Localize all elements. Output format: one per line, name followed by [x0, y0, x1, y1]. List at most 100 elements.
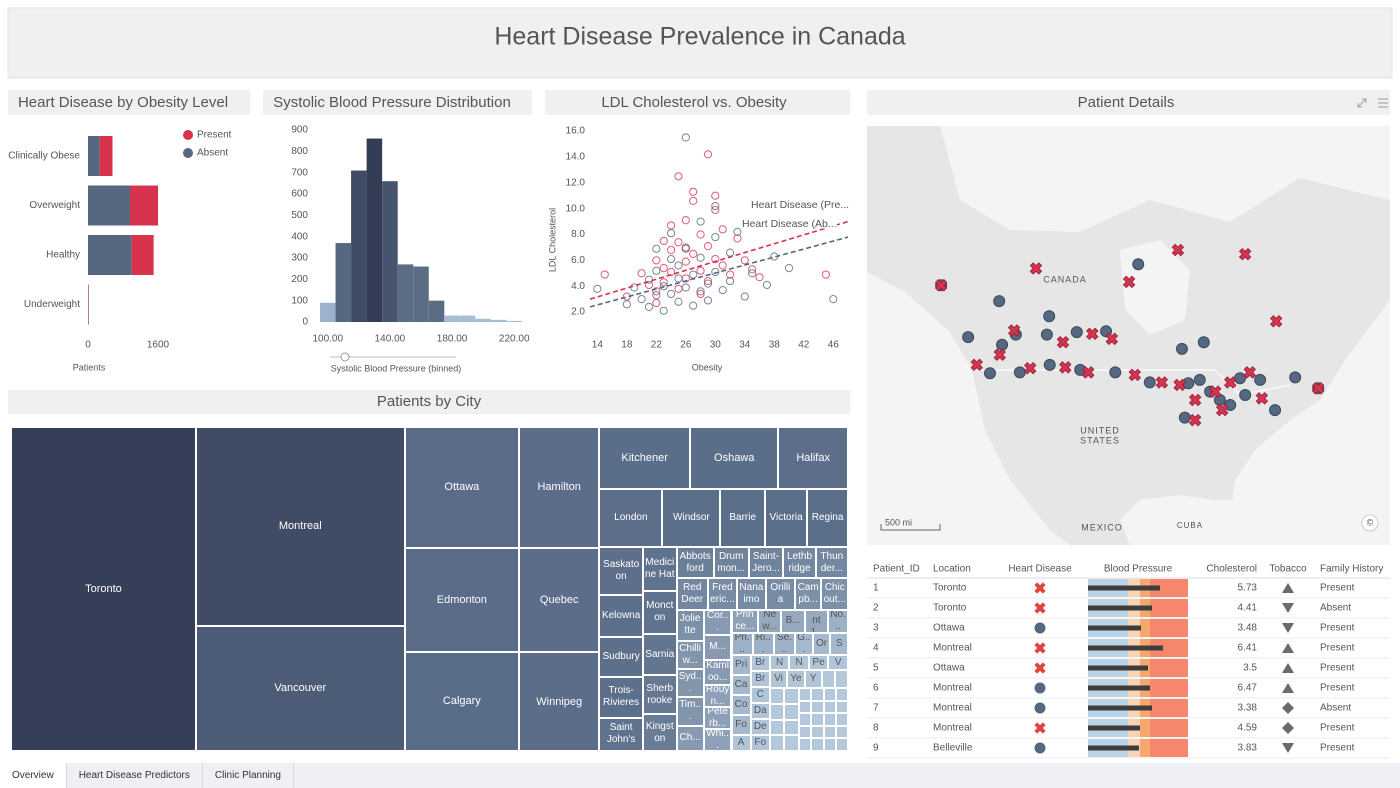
treemap-label: London — [614, 511, 648, 523]
treemap-label: Vi — [774, 673, 783, 685]
x-tick-label: 220.00 — [499, 334, 530, 345]
scatter-point — [696, 230, 705, 239]
bar-segment — [88, 136, 100, 176]
bp-band — [1150, 739, 1188, 757]
map-point — [1188, 413, 1202, 427]
y-tick-label: 900 — [291, 125, 308, 136]
scatter-point — [762, 280, 772, 290]
cell-cholesterol: 5.73 — [1238, 583, 1258, 594]
treemap-cell: Chicout... — [821, 578, 848, 610]
slider-handle[interactable] — [340, 352, 350, 362]
panel-icons[interactable] — [1357, 98, 1388, 108]
tab[interactable]: Overview — [0, 763, 67, 788]
cell-cholesterol: 6.41 — [1238, 643, 1258, 654]
scatter-point — [659, 306, 668, 315]
treemap-label: Saint J... — [809, 611, 824, 633]
map-point — [1105, 332, 1119, 346]
treemap-label: Da — [753, 704, 767, 716]
tab[interactable]: Clinic Planning — [203, 763, 294, 788]
treemap-label: Sarnia — [645, 648, 675, 660]
panel-header — [8, 90, 250, 115]
treemap-cell: Hamilton — [519, 427, 600, 548]
treemap-cell — [823, 725, 836, 739]
scatter-point — [711, 267, 720, 277]
map-label: CUBA — [1177, 521, 1203, 530]
treemap-label: M... — [709, 641, 726, 653]
map-point — [1239, 388, 1252, 401]
scatter-point — [652, 291, 661, 300]
scatter-point — [829, 295, 838, 304]
treemap-cell: Nanaimo — [736, 578, 766, 610]
scatter-point — [681, 283, 690, 292]
treemap-cell — [799, 725, 812, 739]
treemap-label: Montreal — [278, 520, 322, 533]
treemap-cell: Joliette — [676, 609, 704, 641]
treemap-label: Kingston — [645, 720, 674, 744]
bar-segment — [88, 235, 132, 275]
treemap-cell: Peterb... — [703, 706, 732, 729]
tobacco-icon — [1282, 683, 1294, 693]
scatter-point — [711, 254, 720, 264]
panel-title: Patients by City — [377, 393, 482, 410]
x-tick-label: 46 — [828, 340, 840, 351]
treemap-cell: Campb... — [794, 578, 822, 610]
histogram-bar — [428, 300, 445, 322]
treemap-cell — [834, 670, 848, 689]
treemap-cell: V — [828, 654, 848, 671]
scatter-point — [703, 150, 713, 159]
map-point — [993, 295, 1006, 308]
histogram-bar — [413, 266, 429, 322]
x-tick-label: 18 — [621, 340, 633, 351]
treemap-label: De — [753, 720, 767, 732]
treemap-label: Pri... — [734, 632, 750, 655]
treemap-cell: Kitchener — [599, 427, 691, 489]
histogram-bar — [475, 318, 491, 322]
scatter-point — [740, 256, 749, 265]
attribution-button[interactable] — [1361, 514, 1379, 532]
heart-disease-icon — [1034, 662, 1046, 674]
scatter-point — [703, 279, 713, 288]
treemap-cell: No... — [828, 609, 848, 633]
treemap-label: Trois-Rivieres — [603, 685, 640, 709]
x-tick-label: 30 — [710, 340, 722, 351]
bp-band — [1150, 659, 1188, 677]
treemap-cell: Sherbrooke — [642, 675, 677, 715]
tab[interactable]: Heart Disease Predictors — [67, 763, 203, 788]
scatter-point — [652, 287, 661, 296]
treemap-label: Campb... — [797, 581, 819, 605]
map-point — [1193, 373, 1206, 386]
cell-location: Montreal — [933, 723, 972, 734]
tobacco-icon — [1282, 722, 1294, 734]
heart-disease-icon — [1034, 622, 1046, 634]
treemap-label: Nanaimo — [739, 581, 764, 605]
treemap-cell: Red Deer — [676, 578, 708, 610]
column-header: Family History — [1320, 564, 1383, 575]
treemap-cell — [784, 703, 800, 720]
treemap-label: G... — [797, 632, 811, 655]
map-scale-bar — [880, 524, 941, 531]
bp-bar — [1088, 685, 1150, 691]
scatter-point — [644, 302, 654, 311]
legend-label: Present — [197, 130, 232, 141]
heart-disease-icon — [1034, 682, 1046, 694]
scatter-point — [718, 261, 727, 270]
cell-family-history: Present — [1320, 583, 1355, 594]
scatter-point — [725, 248, 735, 257]
cell-id: 2 — [873, 603, 879, 614]
tobacco-icon — [1282, 702, 1294, 714]
treemap-label: Thunder... — [820, 550, 844, 574]
treemap-cell — [799, 738, 812, 751]
treemap-cell — [784, 735, 800, 751]
y-tick-label: 400 — [291, 231, 308, 242]
treemap-cell: S — [830, 632, 848, 655]
treemap-label: Ch... — [679, 732, 701, 744]
histogram-bar — [397, 264, 414, 322]
x-axis-label: Systolic Blood Pressure (binned) — [331, 363, 462, 373]
scatter-point — [689, 187, 698, 196]
heart-disease-icon — [1034, 582, 1046, 594]
scatter-point — [755, 273, 764, 282]
scatter-point — [725, 276, 735, 286]
panel-header — [263, 90, 532, 115]
bp-bar — [1088, 705, 1152, 711]
cell-id: 8 — [873, 723, 879, 734]
